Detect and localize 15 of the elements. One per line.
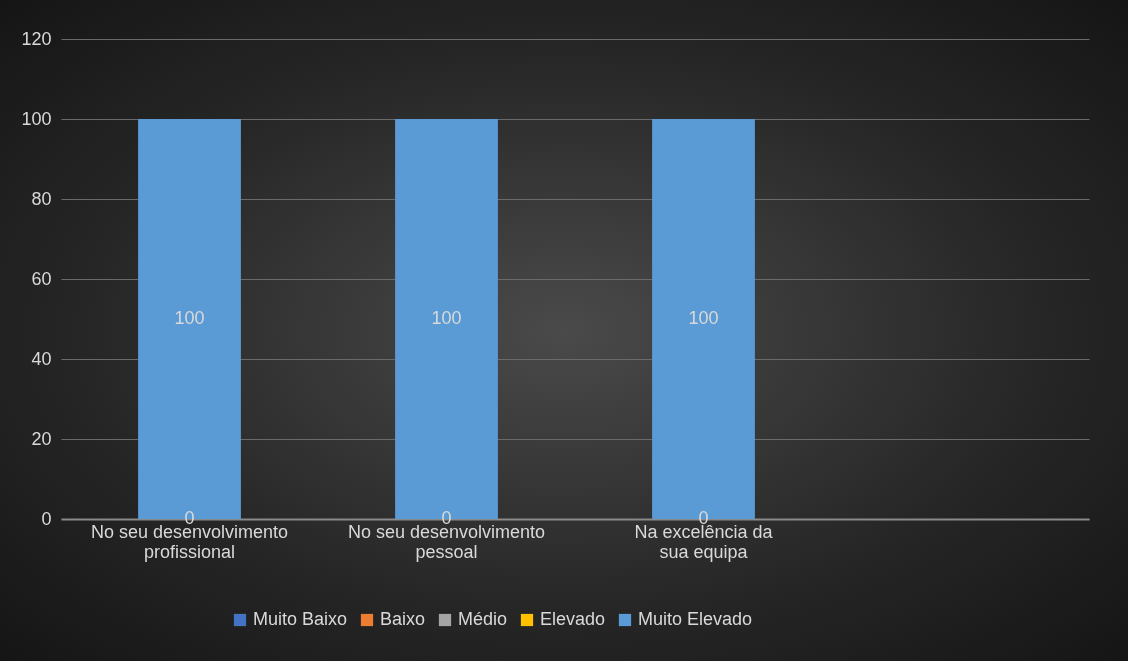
y-tick-label: 80 [31,188,52,209]
y-tick-label: 120 [21,28,52,49]
legend-label: Muito Elevado [638,609,753,629]
y-tick-label: 40 [31,348,52,369]
y-tick-label: 20 [31,428,52,449]
data-label: 100 [431,308,462,328]
legend-label: Elevado [540,609,606,629]
data-label: 100 [174,308,205,328]
y-tick-label: 0 [41,508,52,529]
legend-label: Médio [458,609,508,629]
y-tick-label: 100 [21,108,52,129]
y-tick-label: 60 [31,268,52,289]
legend-label: Muito Baixo [253,609,348,629]
data-label: 100 [688,308,719,328]
legend-label: Baixo [380,609,426,629]
